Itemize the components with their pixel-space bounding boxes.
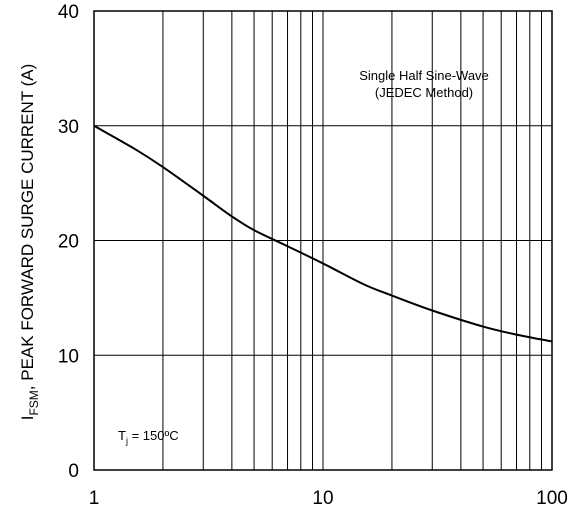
y-axis-label-symbol: I [18, 416, 37, 421]
temperature-value: = 150ºC [128, 428, 179, 443]
x-tick-labels: 1 10 100 [89, 488, 568, 509]
y-tick-label: 0 [68, 461, 79, 482]
y-axis-label-subscript: FSM [27, 390, 41, 415]
temperature-subscript: j [125, 436, 128, 446]
grid [94, 11, 552, 470]
method-annotation-line2: (JEDEC Method) [375, 85, 473, 100]
method-annotation-line1: Single Half Sine-Wave [359, 68, 489, 83]
y-tick-label: 40 [58, 2, 79, 23]
x-tick-label: 1 [89, 488, 100, 509]
x-tick-label: 100 [536, 488, 568, 509]
temperature-symbol: T [118, 428, 126, 443]
temperature-annotation: Tj = 150ºC [118, 428, 179, 446]
series-line [93, 124, 553, 343]
plot-frame [93, 10, 553, 471]
y-axis-label-text: , PEAK FORWARD SURGE CURRENT (A) [18, 64, 37, 391]
y-tick-labels: 0 10 20 30 40 [58, 2, 79, 482]
y-tick-label: 10 [58, 346, 79, 367]
y-tick-label: 30 [58, 117, 79, 138]
y-tick-label: 20 [58, 232, 79, 253]
y-axis-label: IFSM, PEAK FORWARD SURGE CURRENT (A) [18, 64, 41, 421]
x-tick-label: 10 [312, 488, 333, 509]
